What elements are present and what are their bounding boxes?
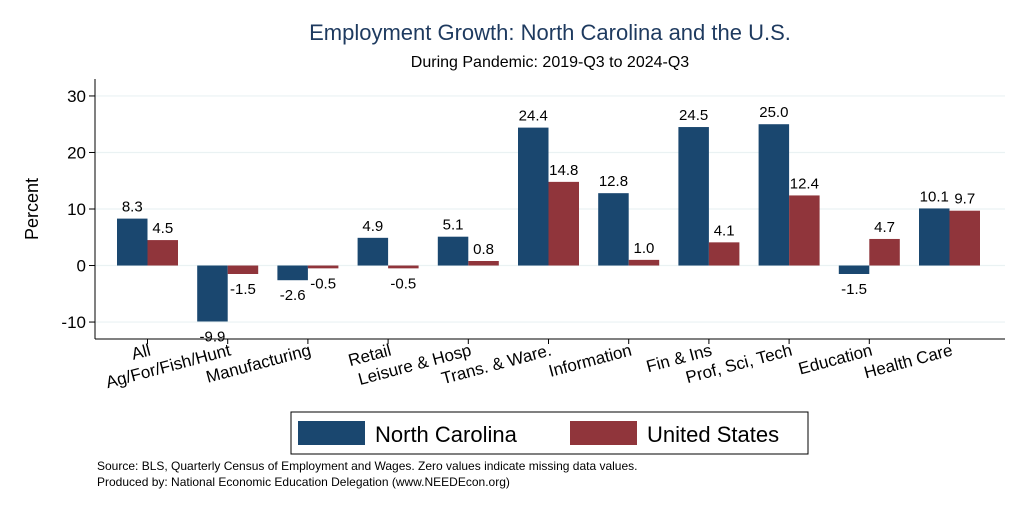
y-tick-label: 10 — [67, 200, 86, 219]
bar-united-states — [789, 195, 820, 266]
bar-north-carolina — [357, 237, 389, 266]
y-tick-label: -10 — [61, 313, 86, 332]
bar-united-states — [147, 240, 178, 266]
bar-united-states — [388, 265, 419, 269]
legend-box — [290, 411, 809, 455]
bar-united-states — [628, 259, 660, 266]
data-label: 12.8 — [599, 173, 628, 190]
bar-united-states — [468, 261, 499, 266]
data-label: -1.5 — [841, 281, 867, 298]
bar-north-carolina — [277, 265, 308, 281]
bar-united-states — [869, 238, 900, 266]
produced-by-note: Produced by: National Economic Education… — [97, 475, 510, 489]
bar-united-states — [227, 265, 259, 274]
data-label: -1.5 — [230, 281, 256, 298]
bar-united-states — [548, 181, 579, 266]
bar-north-carolina — [838, 265, 870, 274]
legend-label: United States — [647, 422, 779, 447]
data-label: 8.3 — [122, 199, 143, 216]
data-label: -2.6 — [280, 287, 306, 304]
bar-north-carolina — [598, 193, 629, 266]
bar-north-carolina — [919, 208, 950, 266]
data-label: 5.1 — [443, 217, 464, 234]
bar-north-carolina — [678, 127, 709, 266]
chart-title: Employment Growth: North Carolina and th… — [309, 20, 791, 45]
bar-north-carolina — [437, 236, 469, 266]
bar-north-carolina — [197, 265, 228, 322]
data-label: 4.7 — [874, 219, 895, 236]
data-label: 24.5 — [679, 107, 708, 124]
bar-north-carolina — [117, 218, 148, 266]
x-tick-label: All — [129, 341, 152, 364]
data-label: 4.1 — [714, 222, 735, 239]
y-tick-label: 0 — [77, 257, 86, 276]
data-label: 14.8 — [549, 162, 578, 179]
bar-united-states — [307, 265, 339, 269]
source-note: Source: BLS, Quarterly Census of Employm… — [97, 459, 637, 473]
data-label: 12.4 — [790, 175, 819, 192]
chart-subtitle: During Pandemic: 2019-Q3 to 2024-Q3 — [411, 54, 689, 71]
legend-label: North Carolina — [375, 422, 518, 447]
data-label: -9.9 — [200, 328, 226, 345]
y-tick-label: 30 — [67, 87, 86, 106]
legend-swatch — [570, 421, 637, 445]
data-label: -0.5 — [390, 275, 416, 292]
bar-united-states — [949, 210, 980, 266]
data-label: 4.5 — [152, 220, 173, 237]
data-label: 1.0 — [634, 240, 655, 257]
legend: North Carolina United States — [290, 411, 809, 455]
data-label: 10.1 — [920, 188, 949, 205]
y-axis-label: Percent — [22, 178, 42, 240]
data-label: 9.7 — [954, 191, 975, 208]
y-tick-label: 20 — [67, 143, 86, 162]
legend-swatch — [298, 421, 365, 445]
bar-north-carolina — [758, 124, 790, 266]
data-label: -0.5 — [310, 275, 336, 292]
bar-north-carolina — [518, 127, 549, 266]
data-label: 25.0 — [759, 104, 788, 121]
bar-united-states — [708, 242, 740, 266]
data-label: 24.4 — [519, 108, 548, 125]
data-label: 0.8 — [473, 241, 494, 258]
data-label: 4.9 — [362, 218, 383, 235]
